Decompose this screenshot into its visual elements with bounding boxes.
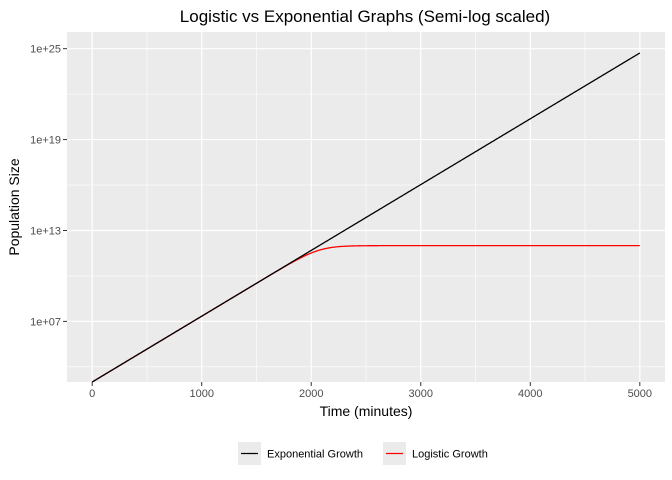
- chart-title: Logistic vs Exponential Graphs (Semi-log…: [180, 7, 550, 26]
- legend-item: Logistic Growth: [383, 442, 488, 465]
- axes: 0 1000 2000 3000 4000 5000 1e+07 1e+13 1e+19 1e+2…: [30, 44, 652, 400]
- grid-lines: [67, 32, 665, 382]
- y-tick-label: 1e+25: [30, 44, 61, 56]
- x-tick-label: 2000: [299, 388, 323, 400]
- x-tick-label: 0: [89, 388, 95, 400]
- exponential-growth-line: [91, 52, 641, 383]
- x-axis-title: Time (minutes): [320, 403, 413, 419]
- y-tick-label: 1e+19: [30, 135, 61, 147]
- x-tick-label: 1000: [189, 388, 213, 400]
- y-tick-label: 1e+07: [30, 316, 61, 328]
- x-tick-label: 3000: [409, 388, 433, 400]
- legend-label: Exponential Growth: [267, 449, 363, 461]
- legend: Exponential Growth Logistic Growth: [238, 442, 488, 465]
- x-tick-label: 5000: [628, 388, 652, 400]
- x-tick-label: 4000: [518, 388, 542, 400]
- y-tick-label: 1e+13: [30, 225, 61, 237]
- legend-label: Logistic Growth: [412, 449, 488, 461]
- series-lines: [91, 52, 641, 383]
- legend-item: Exponential Growth: [238, 442, 363, 465]
- y-axis-title: Population Size: [6, 158, 22, 256]
